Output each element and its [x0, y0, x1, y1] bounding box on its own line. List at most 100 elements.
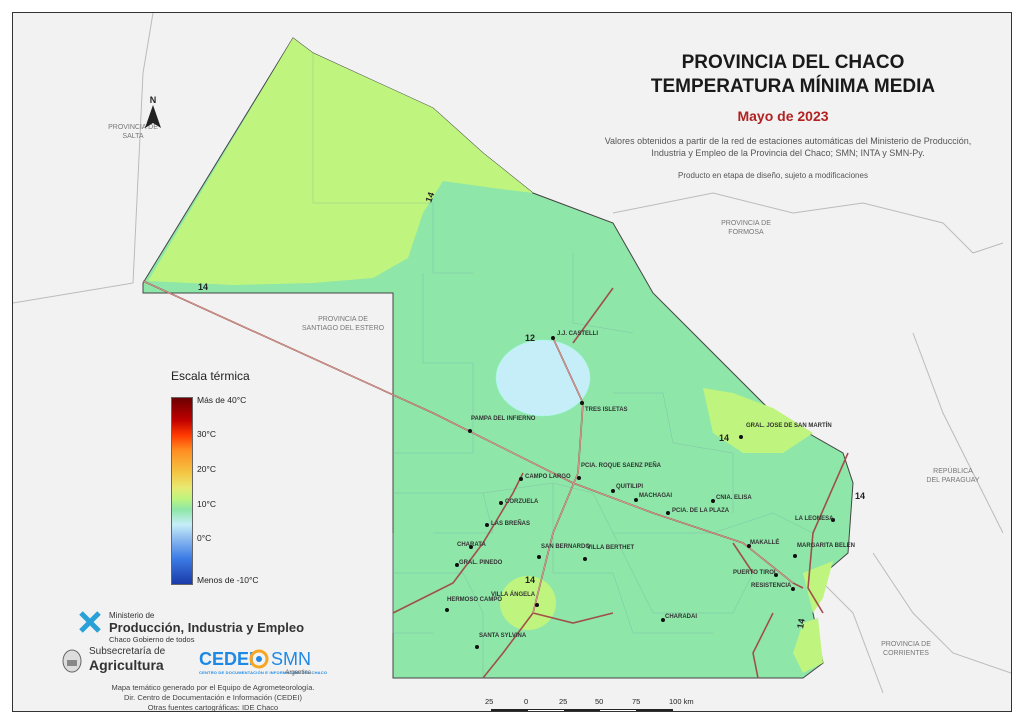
province-formosa: PROVINCIA DE FORMOSA [721, 220, 771, 236]
neighbor-borders [13, 13, 1011, 694]
credit-line: Mapa temático generado por el Equipo de … [111, 683, 315, 692]
isoline-label: 14 [525, 575, 535, 585]
credit-line: Dir. Centro de Documentación e Informaci… [124, 693, 302, 702]
scale-bar: 25 0 25 50 75 100 km [485, 697, 701, 711]
svg-text:MACHAGAI: MACHAGAI [639, 493, 672, 499]
city-san-martin: GRAL. JOSE DE SAN MARTÍN [739, 421, 832, 439]
ministry-small: Ministerio de [109, 611, 155, 620]
department-borders [312, 53, 814, 678]
isoline-label: 14 [855, 491, 865, 501]
city-santa-sylvina: SANTA SYLVINA [475, 633, 527, 649]
city-las-brenas: LAS BREÑAS [485, 520, 530, 527]
city-resistencia: RESISTENCIA [751, 583, 795, 591]
map-note: Producto en etapa de diseño, sujeto a mo… [678, 171, 868, 180]
city-quitilipi: QUITILIPI [611, 484, 643, 493]
city-puerto-tirol: PUERTO TIROL [733, 570, 778, 577]
city-makalle: MAKALLÉ [747, 538, 779, 548]
subsecretaria-b: Agricultura [89, 657, 164, 673]
city-machagai: MACHAGAI [634, 493, 672, 502]
cedei-sub: CENTRO DE DOCUMENTACIÓN E INFORMACIÓN DE… [199, 670, 328, 675]
ministry-logo: Ministerio de Producción, Industria y Em… [79, 611, 304, 644]
warm-zone-southeast [793, 561, 833, 673]
city-presidencia-plaza: PCIA. DE LA PLAZA [666, 508, 730, 515]
road-highlights [142, 280, 794, 614]
cedei-logo: CEDEI CENTRO DE DOCUMENTACIÓN E INFORMAC… [199, 649, 327, 675]
warm-zone-villa-angela [500, 576, 556, 630]
coat-of-arms-icon [62, 649, 82, 673]
isoline-labels: 14 14 12 14 14 14 14 [198, 191, 865, 629]
legend-label: 10°C [197, 499, 216, 509]
isoline-label: 14 [719, 433, 729, 443]
svg-text:CNIA. ELISA: CNIA. ELISA [716, 495, 752, 501]
isoline-label: 12 [525, 333, 535, 343]
cold-zone-castelli [495, 339, 591, 417]
city-charadai: CHARADAI [661, 614, 697, 622]
province-santiago: PROVINCIA DE SANTIAGO DEL ESTERO [302, 316, 385, 332]
svg-text:LAS BREÑAS: LAS BREÑAS [491, 520, 530, 527]
city-campo-largo: CAMPO LARGO [519, 474, 571, 481]
svg-text:PCIA. ROQUE SAENZ PEÑA: PCIA. ROQUE SAENZ PEÑA [581, 462, 662, 469]
warm-zone-east [703, 388, 813, 453]
map-frame: 14 14 12 14 14 14 14 PROVINCIA DE SALTA P… [12, 12, 1012, 712]
svg-text:CAMPO LARGO: CAMPO LARGO [525, 474, 571, 480]
svg-text:GRAL. PINEDO: GRAL. PINEDO [459, 560, 503, 566]
svg-text:HERMOSO CAMPO: HERMOSO CAMPO [447, 597, 502, 603]
north-label: N [150, 95, 157, 105]
scale-label: 100 km [669, 697, 694, 706]
svg-text:CORZUELA: CORZUELA [505, 499, 539, 505]
isoline-label: 14 [423, 191, 436, 204]
svg-text:MARGARITA BELEN: MARGARITA BELEN [797, 543, 855, 549]
city-la-leonesa: LA LEONESA [795, 516, 835, 522]
cedei-text: CEDEI [199, 649, 255, 669]
smn-sub: Argentina [285, 670, 311, 676]
ministry-tag: Chaco Gobierno de todos [109, 635, 195, 644]
legend-label: 0°C [197, 533, 212, 543]
city-pampa-infierno: PAMPA DEL INFIERNO [468, 416, 536, 433]
ministry-x-icon [79, 611, 101, 633]
legend-title: Escala térmica [171, 369, 250, 383]
city-san-bernardo: SAN BERNARDO [537, 544, 590, 559]
svg-text:SANTA SYLVINA: SANTA SYLVINA [479, 633, 527, 639]
title-line-1: PROVINCIA DEL CHACO [681, 52, 905, 73]
scale-label: 50 [595, 697, 604, 706]
map-subtitle: Mayo de 2023 [737, 108, 829, 124]
title-line-2: TEMPERATURA MÍNIMA MEDIA [650, 76, 936, 97]
subsecretaria-logo: Subsecretaría de Agricultura [62, 646, 165, 673]
legend-label: Menos de -10°C [197, 575, 259, 585]
city-charata: CHARATA [457, 542, 486, 549]
map-canvas: 14 14 12 14 14 14 14 PROVINCIA DE SALTA P… [13, 13, 1011, 694]
smn-sun-icon [249, 649, 269, 669]
province-corrientes: PROVINCIA DE CORRIENTES [881, 641, 931, 657]
smn-text: SMN [271, 649, 311, 669]
city-tres-isletas: TRES ISLETAS [580, 401, 628, 413]
svg-text:PUERTO TIROL: PUERTO TIROL [733, 570, 778, 576]
scale-label: 25 [485, 697, 494, 706]
country-paraguay: REPÚBLICA DEL PARAGUAY [926, 466, 979, 484]
svg-text:TRES ISLETAS: TRES ISLETAS [585, 407, 628, 413]
warm-zone-northwest [148, 38, 533, 285]
svg-text:MAKALLÉ: MAKALLÉ [750, 538, 779, 546]
map-title: PROVINCIA DEL CHACO TEMPERATURA MÍNIMA M… [603, 51, 983, 99]
svg-text:RESISTENCIA: RESISTENCIA [751, 583, 792, 589]
svg-text:SAN BERNARDO: SAN BERNARDO [541, 544, 590, 550]
legend-label: 20°C [197, 464, 216, 474]
credit-line: Otras fuentes cartográficas: IDE Chaco [147, 703, 279, 712]
legend-colorbar [171, 397, 193, 585]
smn-logo: SMN Argentina [249, 649, 311, 676]
legend-label: 30°C [197, 429, 216, 439]
province-salta: PROVINCIA DE SALTA [108, 124, 158, 140]
svg-text:CHARATA: CHARATA [457, 542, 486, 548]
city-villa-angela: VILLA ÁNGELA [491, 591, 539, 607]
cities: J.J. CASTELLI TRES ISLETAS PAMPA DEL INF… [445, 331, 855, 649]
svg-text:CHARADAI: CHARADAI [665, 614, 697, 620]
map-credits: Mapa temático generado por el Equipo de … [63, 683, 363, 712]
city-saenz-pena: PCIA. ROQUE SAENZ PEÑA [577, 462, 662, 480]
svg-text:LA LEONESA: LA LEONESA [795, 516, 834, 522]
svg-text:PCIA. DE LA PLAZA: PCIA. DE LA PLAZA [672, 508, 730, 514]
isoline-label: 14 [795, 618, 807, 630]
scale-label: 75 [632, 697, 641, 706]
scale-bar-graphic [491, 709, 673, 711]
province-labels: PROVINCIA DE SALTA PROVINCIA DE FORMOSA PR… [108, 124, 980, 657]
city-hermoso-campo: HERMOSO CAMPO [445, 597, 502, 612]
svg-text:QUITILIPI: QUITILIPI [616, 484, 643, 490]
